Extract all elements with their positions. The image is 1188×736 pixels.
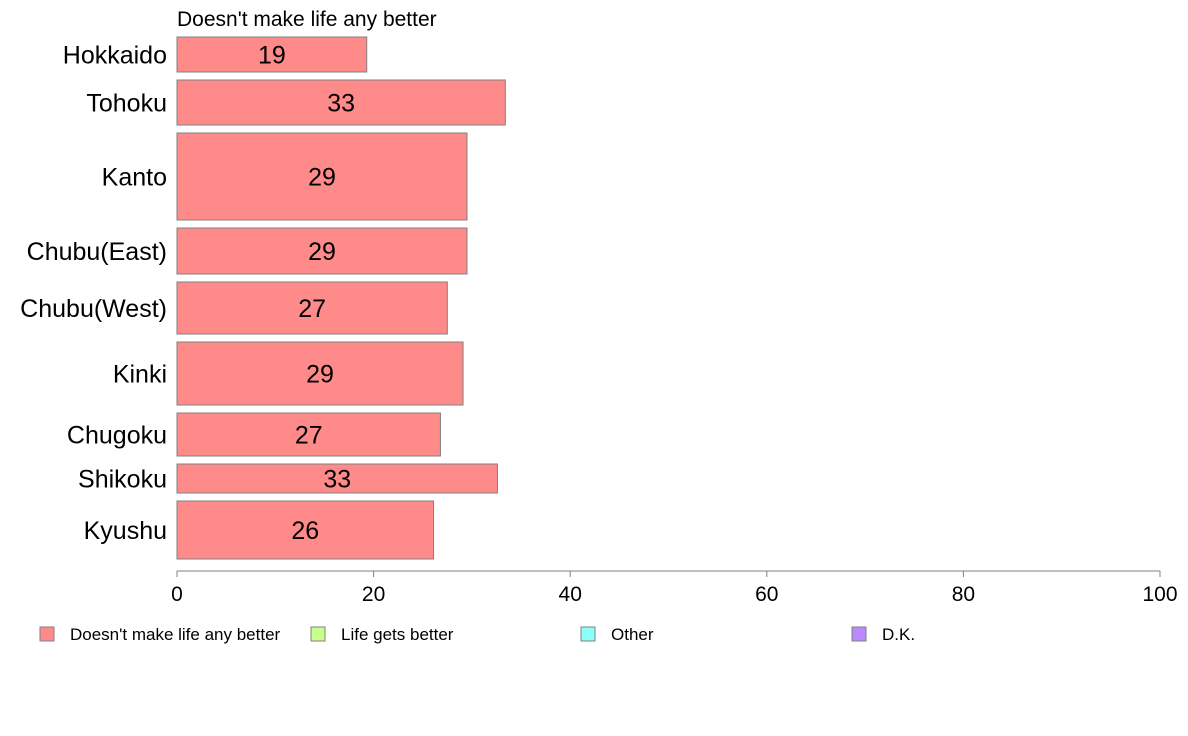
bar: [176, 412, 441, 457]
x-tick-label: 60: [755, 583, 778, 606]
bar-value-label: 27: [298, 295, 326, 323]
x-tick-label: 40: [559, 583, 582, 606]
x-tick-label: 0: [171, 583, 183, 606]
bar: [176, 227, 468, 275]
bar: [176, 500, 435, 560]
legend-swatch: [39, 626, 55, 642]
x-tick-label: 80: [952, 583, 975, 606]
bar: [176, 36, 368, 73]
bar-value-label: 29: [308, 164, 336, 192]
legend-label: Doesn't make life any better: [70, 625, 281, 644]
legend-label: Other: [611, 625, 654, 644]
x-tick-label: 20: [362, 583, 385, 606]
bar: [176, 463, 498, 494]
bar: [176, 79, 506, 126]
category-label: Kanto: [102, 164, 167, 192]
category-label: Hokkaido: [63, 42, 167, 70]
bar-value-label: 29: [308, 238, 336, 266]
category-label: Kinki: [113, 361, 167, 389]
category-label: Chugoku: [67, 422, 167, 450]
bar-value-label: 19: [258, 42, 286, 70]
chart-title: Doesn't make life any better: [177, 8, 437, 31]
legend-label: D.K.: [882, 625, 915, 644]
legend-swatch: [851, 626, 867, 642]
bar-value-label: 33: [327, 90, 355, 118]
bar-value-label: 27: [295, 422, 323, 450]
category-label: Kyushu: [84, 517, 167, 545]
legend: Doesn't make life any better Life gets be…: [39, 625, 915, 644]
bar-value-label: 29: [306, 361, 334, 389]
category-label: Tohoku: [86, 90, 167, 118]
bar: [176, 341, 464, 406]
legend-swatch: [310, 626, 326, 642]
category-label: Chubu(East): [27, 238, 167, 266]
x-axis: 0 20 40 60 80 100: [171, 570, 1178, 606]
legend-swatch: [580, 626, 596, 642]
category-label: Chubu(West): [20, 295, 167, 323]
bar-value-label: 33: [323, 466, 351, 494]
bar-value-label: 26: [291, 517, 319, 545]
bar: [176, 281, 448, 335]
legend-label: Life gets better: [341, 625, 454, 644]
bars-group: 19 Hokkaido 33 Tohoku 29 Kanto 29 Chubu(East) 27…: [20, 36, 506, 560]
bar: [176, 132, 468, 221]
category-label: Shikoku: [78, 466, 167, 494]
x-tick-label: 100: [1142, 583, 1177, 606]
